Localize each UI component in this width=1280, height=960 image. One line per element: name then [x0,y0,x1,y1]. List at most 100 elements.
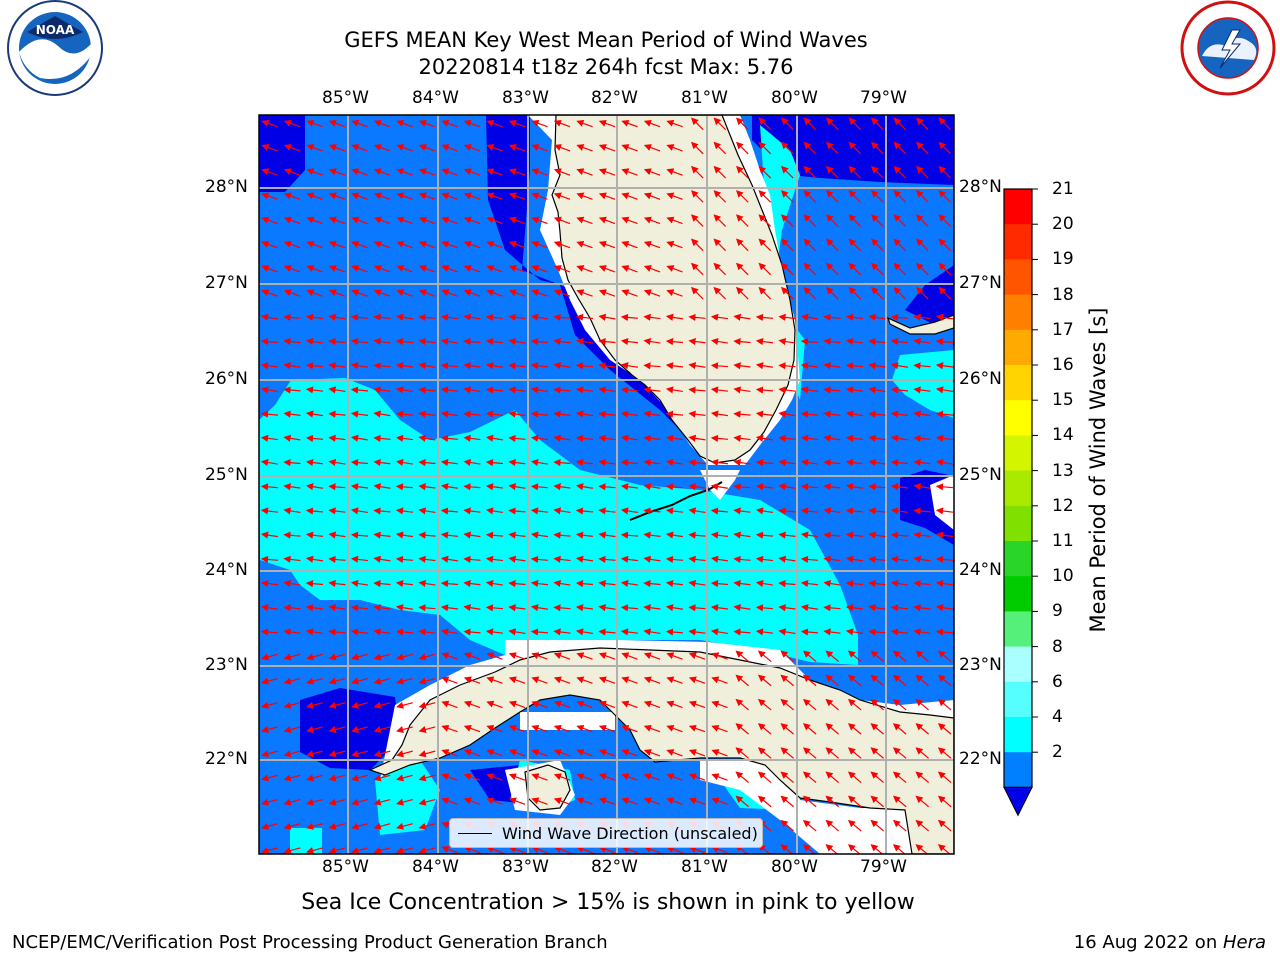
colorbar-swatch [1004,611,1032,648]
wind-arrow [508,797,526,805]
wind-arrow [486,773,503,781]
wind-arrow [913,483,931,491]
wind-arrow [598,628,616,636]
wind-arrow [553,507,571,515]
wind-arrow [755,628,774,636]
wind-arrow [870,238,884,252]
wind-arrow [802,698,817,711]
wind-arrow [848,141,862,155]
wind-arrow [890,386,909,394]
wind-arrow [440,628,458,636]
wind-arrow [283,653,301,661]
wind-arrow [440,410,458,418]
wind-arrow [576,676,593,684]
wind-arrow [598,240,616,249]
wind-arrow [530,410,549,418]
wind-arrow [463,144,481,152]
wind-arrow [643,337,661,346]
wind-arrow [890,555,909,563]
wind-arrow [351,726,368,733]
wind-arrow [803,262,817,276]
wind-arrow [486,240,503,249]
lat-label-left: 22°N [205,749,248,769]
wind-arrow [643,531,661,539]
wind-arrow [553,144,571,152]
wind-arrow [665,507,684,515]
wind-arrow [847,723,862,735]
wind-arrow [778,483,796,491]
wind-arrow [418,677,436,685]
wind-arrow [710,410,728,418]
wind-arrow [283,677,301,685]
wind-arrow [373,386,391,394]
wind-arrow [688,579,706,588]
wind-arrow [576,652,593,660]
wind-arrow [690,165,704,179]
wind-arrow [260,531,278,539]
wind-arrow [575,362,594,370]
colorbar-swatch [1004,259,1032,296]
wind-arrow [508,652,526,660]
wind-arrow [735,141,749,155]
wind-arrow [463,531,481,539]
wind-arrow [598,749,616,757]
wind-arrow [486,289,503,297]
wind-arrow [890,362,908,370]
wind-arrow [713,117,727,131]
wind-arrow [643,313,661,321]
wind-arrow [261,750,278,758]
wind-arrow [440,507,459,515]
wind-arrow [486,700,503,709]
legend-line-sample [458,832,492,834]
colorbar-tick-label: 17 [1052,319,1074,340]
wind-arrow [351,192,368,200]
wind-arrow [260,386,278,394]
wind-arrow [328,144,346,152]
wind-arrow [373,289,391,297]
wind-arrow [283,604,301,612]
wind-arrow [780,262,794,276]
wind-arrow [508,386,526,394]
wind-arrow [688,676,706,684]
wind-arrow [643,483,661,491]
wind-arrow [306,677,323,685]
wind-arrow [823,579,841,588]
wind-arrow [598,434,616,442]
wind-arrow [508,773,526,781]
wind-arrow [643,192,661,200]
wind-arrow [553,410,571,418]
wind-arrow [937,723,952,735]
wind-arrow [913,410,931,418]
lon-label-top: 82°W [591,88,638,108]
wind-arrow [892,650,907,663]
wind-arrow [755,410,774,418]
wind-arrow [395,386,413,394]
wind-arrow [643,362,661,370]
wind-arrow [890,604,909,612]
wind-arrow [621,216,638,225]
wind-arrow [463,628,481,636]
wind-arrow [261,726,278,733]
wind-arrow [441,724,458,733]
wind-arrow [350,313,369,322]
wind-arrow [306,144,323,152]
wind-arrow [373,531,391,539]
wind-arrow [508,604,526,612]
svg-text:NOAA: NOAA [36,23,75,37]
wind-arrow [892,771,907,784]
wind-arrow [620,507,638,515]
wind-arrow [553,724,571,733]
wind-arrow [306,119,323,128]
wind-arrow [710,362,729,370]
wind-arrow [418,265,436,273]
wind-arrow [780,650,795,663]
wind-arrow [733,362,751,370]
wind-arrow [823,604,841,612]
wind-arrow [373,265,391,273]
wind-arrow [576,773,593,781]
wind-arrow [463,289,481,297]
wind-arrow [665,531,683,539]
wind-arrow [553,337,571,346]
wind-arrow [755,459,774,467]
wind-arrow [373,337,391,346]
